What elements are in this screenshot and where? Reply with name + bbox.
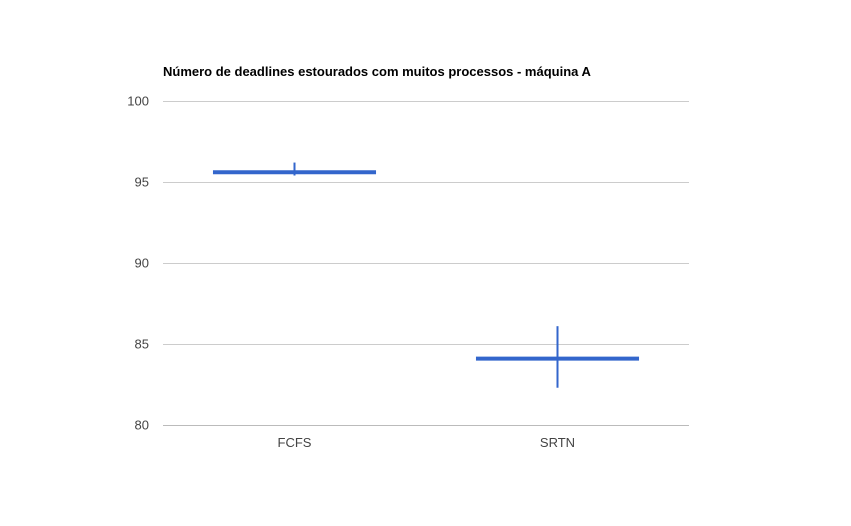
x-tick-label: SRTN [540,435,575,450]
x-tick-label: FCFS [278,435,312,450]
y-tick-label: 95 [135,175,149,190]
y-axis-ticks: 100 95 90 85 80 [127,94,149,433]
y-tick-label: 100 [127,94,149,109]
x-axis-ticks: FCFS SRTN [278,435,576,450]
y-tick-label: 90 [135,256,149,271]
y-tick-label: 80 [135,418,149,433]
gridlines [163,101,689,426]
y-tick-label: 85 [135,337,149,352]
chart-title: Número de deadlines estourados com muito… [163,64,592,79]
series-marks [212,162,640,388]
